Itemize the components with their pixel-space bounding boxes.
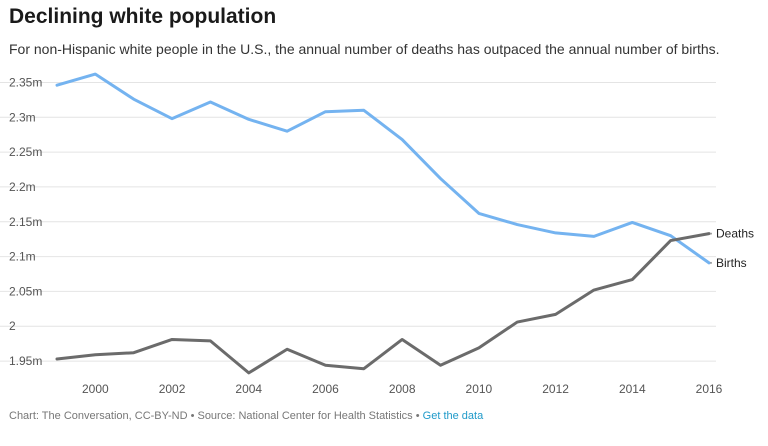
y-axis-tick-labels: 1.95m 2 2.05m 2.1m 2.15m 2.2m 2.25m 2.3m 2.35m: [9, 75, 42, 368]
series-label-dot: [710, 261, 712, 264]
x-tick-label: 2004: [235, 382, 262, 396]
chart-subtitle: For non-Hispanic white people in the U.S…: [9, 41, 720, 57]
series-label-births: Births: [716, 256, 747, 270]
x-tick-label: 2010: [466, 382, 493, 396]
x-tick-label: 2014: [619, 382, 646, 396]
y-tick-label: 2.35m: [9, 75, 42, 89]
y-tick-label: 2.2m: [9, 180, 36, 194]
gridlines: [0, 81, 716, 362]
series-lines: [55, 72, 711, 375]
series-line-deaths: [55, 232, 711, 375]
x-tick-label: 2012: [542, 382, 569, 396]
series-label-deaths: Deaths: [716, 227, 754, 241]
y-tick-label: 1.95m: [9, 354, 42, 368]
x-tick-label: 2016: [696, 382, 723, 396]
x-tick-label: 2008: [389, 382, 416, 396]
x-tick-label: 2000: [82, 382, 109, 396]
y-tick-label: 2.1m: [9, 250, 36, 264]
chart-footer: Chart: The Conversation, CC-BY-ND • Sour…: [9, 410, 483, 422]
x-axis-tick-labels: 2000 2002 2004 2006 2008 2010 2012 2014 2016: [82, 382, 723, 396]
y-tick-label: 2.3m: [9, 110, 36, 124]
source-credit: Chart: The Conversation, CC-BY-ND • Sour…: [9, 410, 420, 422]
y-tick-label: 2: [9, 319, 16, 333]
series-label-dot: [710, 232, 712, 235]
y-tick-label: 2.25m: [9, 145, 42, 159]
y-tick-label: 2.05m: [9, 284, 42, 298]
chart-title: Declining white population: [9, 5, 277, 28]
x-tick-label: 2002: [159, 382, 186, 396]
x-tick-label: 2006: [312, 382, 339, 396]
get-the-data-link[interactable]: Get the data: [422, 410, 484, 422]
series-labels: Deaths Births: [710, 227, 754, 270]
y-tick-label: 2.15m: [9, 215, 42, 229]
series-line-births: [55, 72, 711, 265]
